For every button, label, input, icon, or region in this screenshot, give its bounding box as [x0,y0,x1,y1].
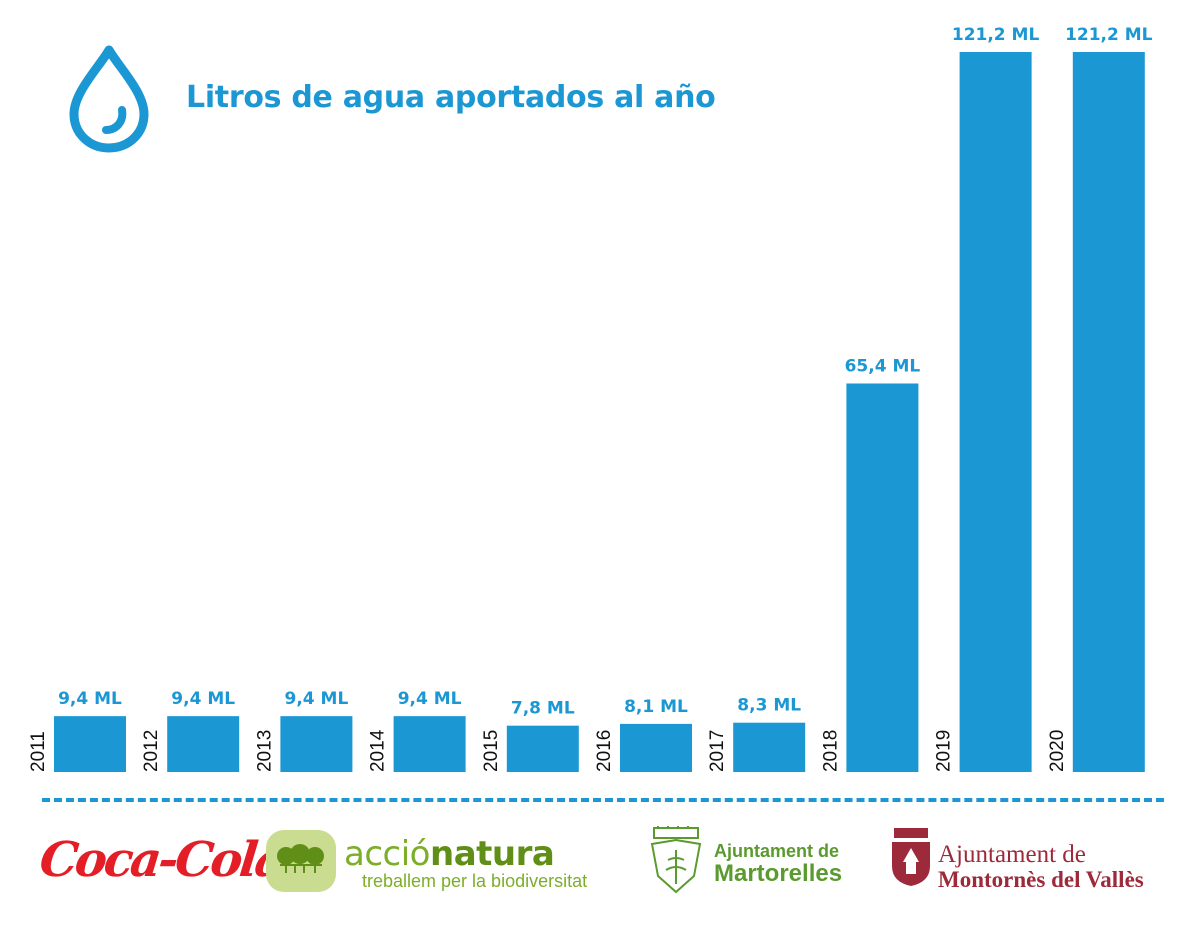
chart-title: Litros de agua aportados al año [186,80,716,115]
bar-2020 [1072,52,1145,772]
year-label-2020: 2020 [1047,730,1068,772]
bar-2014 [393,716,466,772]
data-label-2013: 9,4 ML [285,689,349,709]
montornes-shield-icon [892,828,930,886]
martorelles-logo-text: Ajuntament de Martorelles [714,842,842,886]
year-label-2015: 2015 [481,730,502,772]
accio-natura-name: acciónatura [344,834,555,874]
data-label-2017: 8,3 ML [737,696,801,716]
year-label-2017: 2017 [707,730,728,772]
year-label-2019: 2019 [934,730,955,772]
bar-2011 [54,716,126,772]
data-label-2018: 65,4 ML [845,356,921,376]
accio-name-light: acció [344,834,430,874]
martorelles-line2: Martorelles [714,859,843,887]
bar-2017 [733,722,806,772]
data-label-2012: 9,4 ML [171,689,235,709]
montornes-logo-text: Ajuntament de Montornès del Vallès [938,842,1144,891]
year-label-2016: 2016 [594,730,615,772]
data-label-2019: 121,2 ML [952,25,1040,45]
water-drop-icon [69,45,149,153]
montornes-line2: Montornès del Vallès [938,866,1144,892]
year-label-2018: 2018 [820,730,841,772]
data-label-2011: 9,4 ML [58,689,122,709]
coca-cola-logo: Coca-Cola [37,832,286,888]
bar-2013 [280,716,353,772]
year-label-2011: 2011 [28,731,49,772]
data-label-2014: 9,4 ML [398,689,462,709]
year-label-2012: 2012 [141,730,162,772]
year-label-2014: 2014 [368,729,389,772]
accio-natura-logo-badge [266,830,336,892]
accio-natura-tagline: treballem per la biodiversitat [362,871,588,891]
trees-icon [277,844,324,873]
martorelles-shield-icon [650,826,702,894]
data-label-2015: 7,8 ML [511,699,575,719]
bar-2016 [620,723,692,772]
data-label-2016: 8,1 ML [624,697,688,717]
bar-2012 [167,716,240,772]
martorelles-line1: Ajuntament de [714,841,840,861]
data-label-2020: 121,2 ML [1065,25,1153,45]
bar-chart: 9,4 ML 2011 9,4 ML 2012 9,4 ML 2013 9,4 ML 2014… [28,25,1153,772]
montornes-line1: Ajuntament de [938,841,1086,868]
bar-2019 [959,52,1032,772]
footer-divider [42,798,1164,802]
bar-2018 [846,383,919,772]
year-label-2013: 2013 [254,730,275,772]
bar-2015 [506,725,579,772]
accio-name-bold: natura [429,834,555,874]
